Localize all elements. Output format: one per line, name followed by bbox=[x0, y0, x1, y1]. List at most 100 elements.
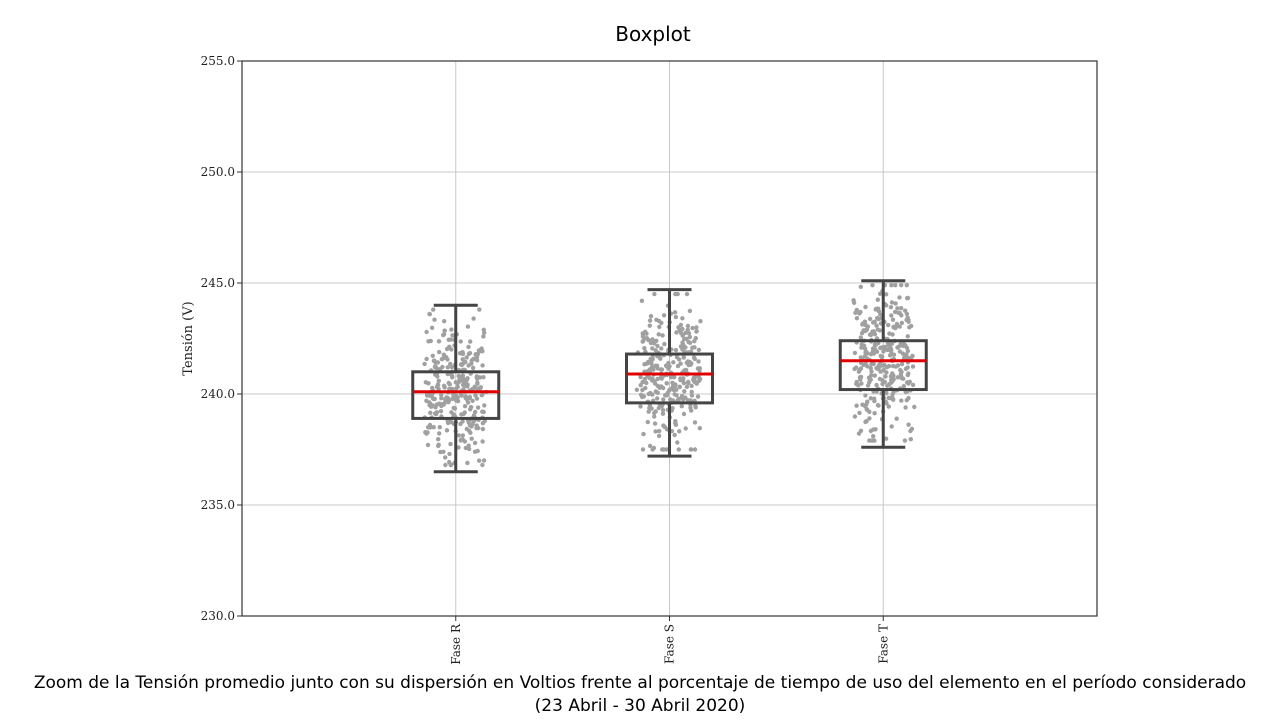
data-point bbox=[899, 398, 904, 403]
data-point bbox=[672, 310, 678, 315]
data-point bbox=[449, 347, 454, 352]
data-point bbox=[901, 341, 907, 347]
data-point bbox=[664, 393, 670, 398]
data-point bbox=[430, 396, 436, 401]
points-layer bbox=[422, 283, 917, 468]
data-point bbox=[910, 382, 916, 388]
data-point bbox=[698, 319, 703, 324]
data-point bbox=[904, 317, 909, 323]
data-point bbox=[903, 308, 908, 313]
data-point bbox=[875, 297, 880, 302]
data-point bbox=[676, 447, 681, 452]
data-point bbox=[863, 393, 868, 398]
chart-title: Boxplot bbox=[615, 22, 691, 46]
data-point bbox=[652, 414, 657, 419]
y-tick-label: 230.0 bbox=[201, 609, 235, 623]
box-fase-t bbox=[838, 279, 928, 449]
data-point bbox=[678, 322, 684, 328]
data-point bbox=[869, 361, 874, 367]
data-point bbox=[883, 374, 888, 379]
data-point bbox=[869, 373, 874, 378]
data-point bbox=[660, 408, 666, 413]
y-tick-label: 240.0 bbox=[201, 387, 235, 401]
data-point bbox=[870, 346, 876, 351]
data-point bbox=[874, 382, 879, 388]
x-tick-label: Fase T bbox=[876, 624, 890, 664]
data-point bbox=[854, 379, 859, 385]
data-point bbox=[882, 362, 887, 368]
data-point bbox=[893, 301, 898, 306]
data-point bbox=[890, 332, 895, 337]
data-point bbox=[678, 376, 683, 381]
data-point bbox=[465, 324, 471, 329]
data-point bbox=[677, 429, 682, 434]
data-point bbox=[466, 344, 471, 350]
data-point bbox=[895, 375, 900, 380]
data-point bbox=[445, 365, 450, 370]
data-point bbox=[647, 323, 652, 328]
data-point bbox=[684, 360, 689, 365]
data-point bbox=[905, 334, 910, 339]
data-point bbox=[871, 329, 876, 334]
data-point bbox=[886, 322, 891, 328]
data-point bbox=[671, 360, 676, 365]
data-point bbox=[673, 347, 679, 353]
data-point bbox=[431, 425, 436, 430]
data-point bbox=[687, 308, 693, 314]
y-tick-label: 255.0 bbox=[201, 54, 235, 68]
data-point bbox=[873, 427, 878, 432]
data-point bbox=[858, 366, 864, 371]
data-point bbox=[650, 337, 655, 342]
data-point bbox=[640, 447, 646, 452]
data-point bbox=[684, 291, 690, 297]
data-point bbox=[694, 329, 699, 334]
data-point bbox=[678, 361, 683, 366]
data-point bbox=[867, 316, 873, 322]
data-point bbox=[889, 424, 894, 429]
data-point bbox=[664, 364, 670, 369]
data-point bbox=[876, 363, 881, 369]
data-point bbox=[654, 363, 660, 368]
data-point bbox=[889, 377, 894, 383]
data-point bbox=[689, 408, 694, 413]
data-point bbox=[424, 398, 429, 403]
data-point bbox=[686, 380, 691, 386]
data-point bbox=[685, 398, 691, 403]
data-point bbox=[908, 437, 913, 442]
data-point bbox=[466, 446, 472, 452]
data-point bbox=[685, 327, 690, 332]
data-point bbox=[672, 432, 677, 438]
data-point bbox=[662, 341, 667, 347]
data-point bbox=[470, 398, 475, 403]
data-point bbox=[884, 401, 889, 406]
box-fase-s bbox=[625, 288, 714, 458]
data-point bbox=[673, 314, 679, 320]
data-point bbox=[894, 321, 900, 327]
data-point bbox=[427, 403, 432, 408]
data-point bbox=[456, 373, 461, 379]
data-point bbox=[437, 349, 442, 355]
data-point bbox=[474, 423, 479, 428]
x-tick-label: Fase S bbox=[663, 624, 677, 664]
data-point bbox=[889, 300, 895, 305]
data-point bbox=[666, 360, 671, 366]
data-point bbox=[634, 387, 640, 392]
data-point bbox=[888, 305, 894, 310]
data-point bbox=[872, 396, 877, 401]
data-point bbox=[891, 324, 897, 329]
data-point bbox=[862, 403, 868, 409]
data-point bbox=[453, 394, 458, 400]
data-point bbox=[481, 375, 486, 380]
data-point bbox=[906, 422, 911, 427]
caption-line-1: Zoom de la Tensión promedio junto con su… bbox=[33, 673, 1247, 693]
data-point bbox=[859, 330, 865, 336]
data-point bbox=[854, 316, 860, 321]
data-point bbox=[902, 438, 908, 443]
data-point bbox=[456, 433, 461, 438]
data-point bbox=[652, 421, 658, 426]
data-point bbox=[447, 386, 453, 392]
data-point bbox=[889, 313, 894, 318]
data-point bbox=[865, 407, 870, 412]
data-point bbox=[909, 355, 914, 360]
data-point bbox=[458, 437, 464, 442]
